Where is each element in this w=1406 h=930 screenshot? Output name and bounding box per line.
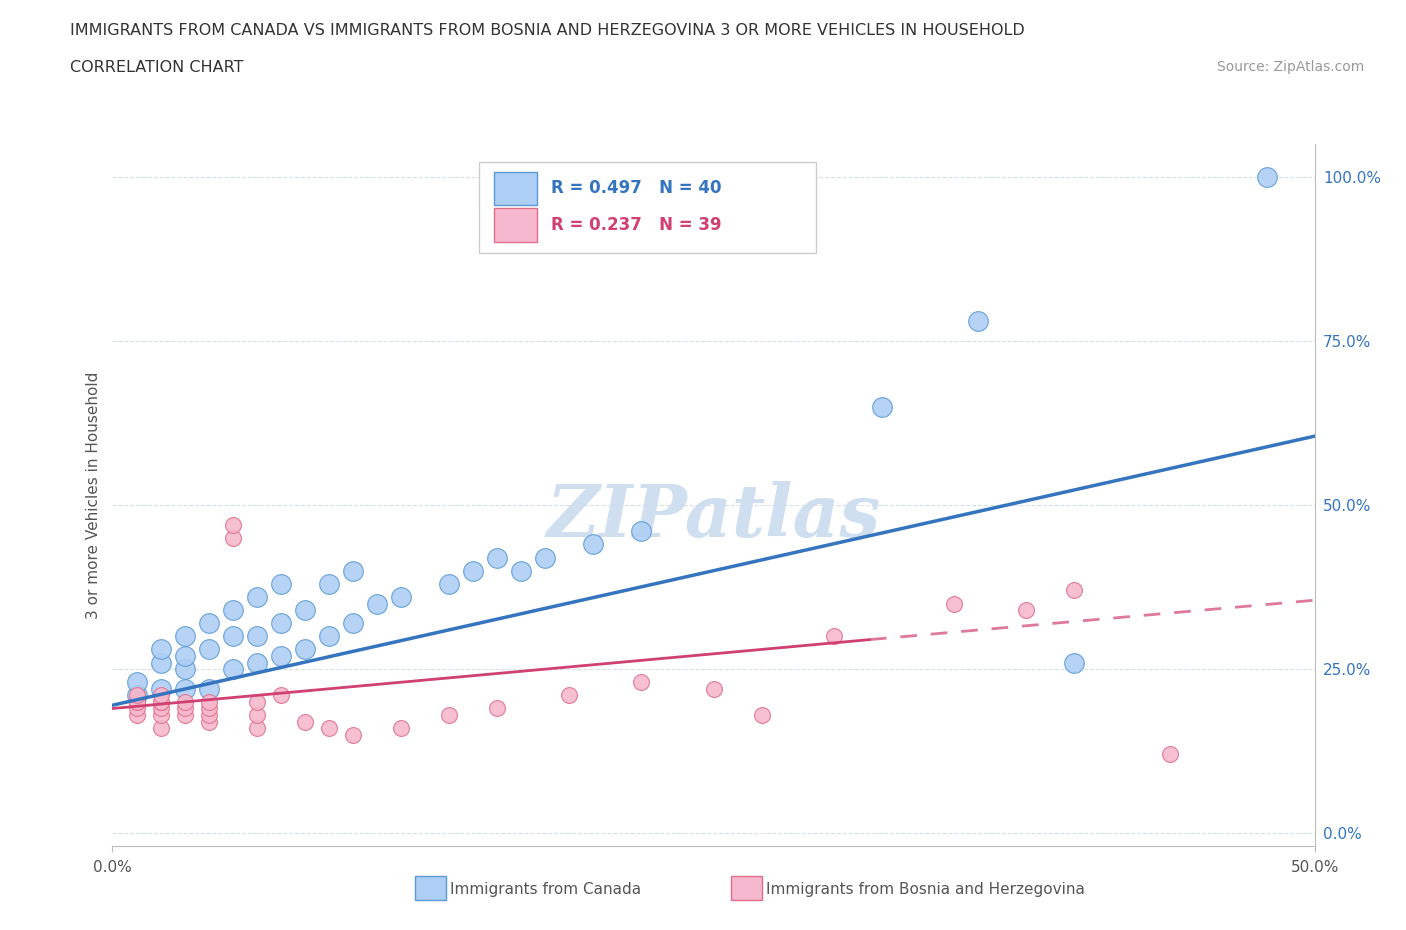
Y-axis label: 3 or more Vehicles in Household: 3 or more Vehicles in Household	[86, 372, 101, 618]
Text: Source: ZipAtlas.com: Source: ZipAtlas.com	[1216, 60, 1364, 73]
Text: ZIPatlas: ZIPatlas	[547, 481, 880, 551]
Point	[437, 577, 460, 591]
Point	[1063, 655, 1085, 670]
Point	[149, 721, 172, 736]
Point	[366, 596, 388, 611]
Point	[294, 642, 316, 657]
Point	[222, 661, 245, 676]
Point	[197, 708, 219, 723]
Point	[173, 701, 195, 716]
Point	[389, 590, 412, 604]
Point	[246, 695, 269, 710]
FancyBboxPatch shape	[494, 208, 537, 242]
Point	[510, 564, 533, 578]
Point	[342, 727, 364, 742]
Point	[197, 682, 219, 697]
Point	[173, 661, 195, 676]
Point	[197, 701, 219, 716]
Point	[149, 682, 172, 697]
Point	[197, 714, 219, 729]
Point	[125, 688, 148, 703]
Point	[173, 629, 195, 644]
Point	[149, 708, 172, 723]
Point	[246, 629, 269, 644]
Point	[751, 708, 773, 723]
Point	[823, 629, 845, 644]
Text: CORRELATION CHART: CORRELATION CHART	[70, 60, 243, 74]
Point	[558, 688, 581, 703]
Point	[1256, 169, 1278, 184]
Point	[630, 524, 652, 538]
Point	[437, 708, 460, 723]
Point	[125, 688, 148, 703]
Point	[389, 721, 412, 736]
Point	[197, 642, 219, 657]
Point	[461, 564, 484, 578]
Point	[270, 616, 292, 631]
Point	[222, 530, 245, 545]
Point	[246, 655, 269, 670]
Point	[1063, 583, 1085, 598]
Point	[630, 675, 652, 690]
Point	[173, 695, 195, 710]
Point	[149, 642, 172, 657]
FancyBboxPatch shape	[494, 171, 537, 206]
Point	[149, 695, 172, 710]
Text: IMMIGRANTS FROM CANADA VS IMMIGRANTS FROM BOSNIA AND HERZEGOVINA 3 OR MORE VEHIC: IMMIGRANTS FROM CANADA VS IMMIGRANTS FRO…	[70, 23, 1025, 38]
Point	[222, 603, 245, 618]
Point	[582, 537, 605, 551]
Point	[702, 682, 725, 697]
Point	[173, 682, 195, 697]
Point	[870, 399, 893, 414]
Point	[318, 577, 340, 591]
Point	[222, 517, 245, 532]
Point	[125, 708, 148, 723]
Point	[246, 590, 269, 604]
Point	[270, 648, 292, 663]
Point	[125, 675, 148, 690]
Point	[270, 688, 292, 703]
Point	[125, 695, 148, 710]
Point	[149, 695, 172, 710]
Point	[486, 551, 509, 565]
Point	[149, 688, 172, 703]
Point	[534, 551, 557, 565]
Point	[149, 701, 172, 716]
Point	[270, 577, 292, 591]
FancyBboxPatch shape	[479, 162, 815, 253]
Point	[197, 616, 219, 631]
Point	[173, 708, 195, 723]
Point	[294, 603, 316, 618]
Point	[246, 708, 269, 723]
Text: Immigrants from Canada: Immigrants from Canada	[450, 882, 641, 897]
Point	[149, 655, 172, 670]
Point	[486, 701, 509, 716]
Point	[318, 629, 340, 644]
Point	[222, 629, 245, 644]
Text: Immigrants from Bosnia and Herzegovina: Immigrants from Bosnia and Herzegovina	[766, 882, 1085, 897]
Point	[1015, 603, 1038, 618]
Point	[942, 596, 965, 611]
Text: R = 0.237   N = 39: R = 0.237 N = 39	[551, 216, 721, 234]
Text: R = 0.497   N = 40: R = 0.497 N = 40	[551, 179, 721, 197]
Point	[1159, 747, 1181, 762]
Point	[294, 714, 316, 729]
Point	[197, 695, 219, 710]
Point	[342, 564, 364, 578]
Point	[125, 701, 148, 716]
Point	[967, 314, 990, 329]
Point	[318, 721, 340, 736]
Point	[246, 721, 269, 736]
Point	[125, 695, 148, 710]
Point	[342, 616, 364, 631]
Point	[173, 648, 195, 663]
